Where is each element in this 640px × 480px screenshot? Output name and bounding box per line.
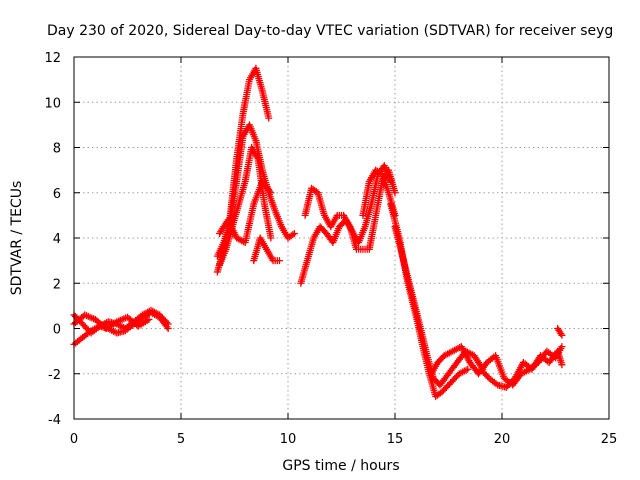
data-point <box>267 189 275 197</box>
y-axis-title: SDTVAR / TECUs <box>9 181 25 296</box>
data-point <box>558 343 566 351</box>
x-axis-title: GPS time / hours <box>282 458 399 474</box>
data-point <box>267 234 275 242</box>
y-tick-label: -2 <box>48 368 61 383</box>
y-tick-label: 8 <box>53 142 61 157</box>
data-point <box>290 229 298 237</box>
data-point <box>145 315 153 323</box>
y-tick-label: 6 <box>53 187 61 202</box>
data-point <box>266 187 274 195</box>
y-tick-labels: -4 -2 0 2 4 6 8 10 12 <box>44 51 61 428</box>
chart-title: Day 230 of 2020, Sidereal Day-to-day VTE… <box>47 23 613 39</box>
x-tick-label: 10 <box>280 432 297 447</box>
x-tick-labels: 0 5 10 15 20 25 <box>70 432 617 447</box>
data-point <box>391 189 399 197</box>
x-tick-label: 25 <box>601 432 618 447</box>
y-tick-label: 10 <box>44 96 61 111</box>
data-point <box>558 331 566 339</box>
data-points <box>70 64 566 400</box>
plot-frame <box>73 56 610 420</box>
x-tick-label: 5 <box>177 432 185 447</box>
data-point <box>163 323 171 331</box>
y-tick-label: -4 <box>48 413 61 428</box>
y-tick-label: 2 <box>53 277 61 292</box>
grid <box>74 57 609 419</box>
data-point <box>164 325 172 332</box>
data-point <box>289 231 297 239</box>
data-point <box>265 114 273 122</box>
y-tick-label: 0 <box>53 323 61 338</box>
y-tick-label: 4 <box>53 232 61 247</box>
data-point <box>275 257 283 265</box>
data-point <box>464 365 472 373</box>
y-tick-label: 12 <box>44 51 61 66</box>
data-point <box>558 361 566 369</box>
x-tick-label: 0 <box>70 432 78 447</box>
x-tick-label: 20 <box>494 432 511 447</box>
x-tick-label: 15 <box>387 432 404 447</box>
